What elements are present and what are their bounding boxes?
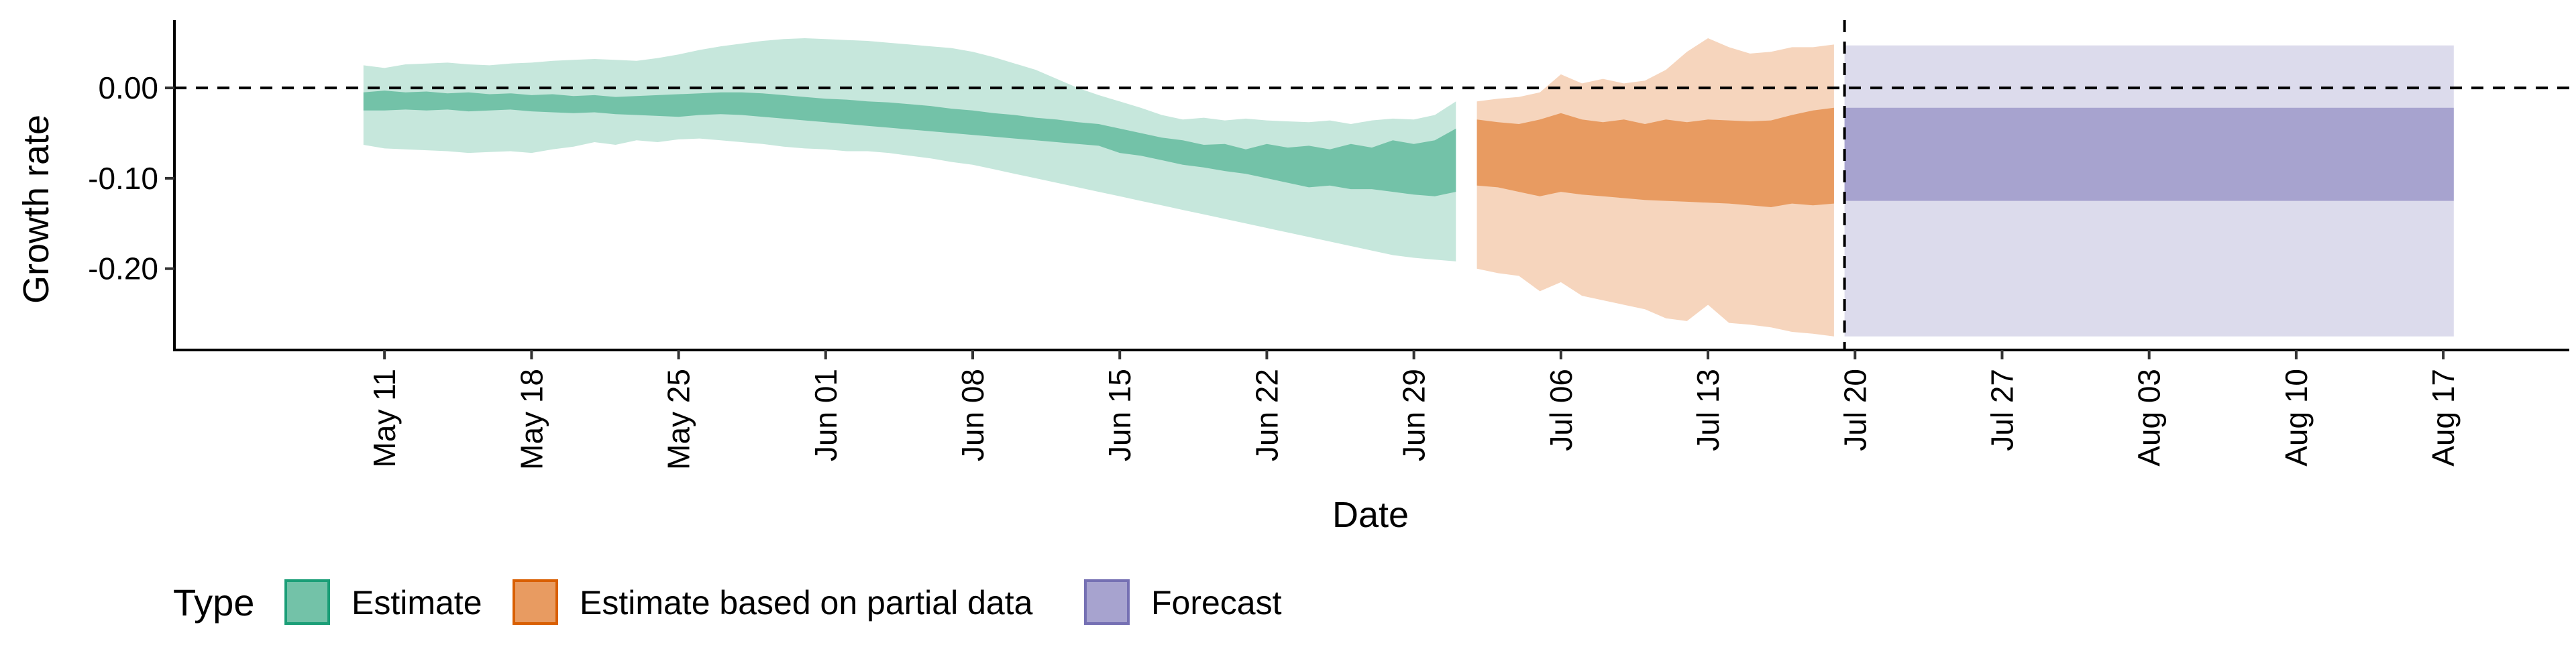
- legend-label-estimate: Estimate: [352, 584, 482, 622]
- legend-swatch-estimate: [284, 579, 330, 625]
- y-tick-label: -0.20: [88, 251, 158, 286]
- x-tick-label: May 18: [514, 369, 549, 470]
- estimate-based-on-partial-data-inner-band: [1477, 107, 1834, 207]
- bands-layer: [363, 38, 2454, 337]
- x-tick-label: May 11: [367, 369, 402, 467]
- x-tick-label: Jun 15: [1102, 369, 1137, 461]
- legend-title: Type: [173, 581, 254, 624]
- x-axis-title: Date: [1332, 495, 1409, 535]
- legend-items: Estimate Estimate based on partial data Fo…: [284, 579, 1282, 625]
- y-tick-label: -0.10: [88, 161, 158, 196]
- legend-label-estimate-based-on-partial-data: Estimate based on partial data: [580, 584, 1033, 622]
- x-tick-label: Jun 01: [808, 369, 843, 461]
- legend: Type Estimate Estimate based on partial d…: [173, 579, 1282, 625]
- legend-swatch-estimate-based-on-partial-data: [513, 579, 558, 625]
- x-tick-label: Aug 17: [2426, 369, 2461, 467]
- x-tick-label: Jun 22: [1249, 369, 1284, 461]
- x-tick-label: Jun 08: [955, 369, 990, 461]
- axes-layer: [173, 20, 2569, 351]
- x-tick-label: Aug 03: [2132, 369, 2167, 467]
- x-tick-label: Aug 10: [2279, 369, 2314, 467]
- x-tick-label: May 25: [661, 369, 696, 470]
- legend-label-forecast: Forecast: [1151, 584, 1282, 622]
- ticks-layer: 0.00 -0.10 -0.20 May 11 May 18 May 25 Jun 01 Ju…: [88, 70, 2461, 470]
- estimate-inner-band: [363, 91, 1456, 196]
- legend-swatch-forecast: [1084, 579, 1130, 625]
- estimate-outer-band: [363, 38, 1456, 261]
- forecast-inner-band: [1844, 107, 2454, 201]
- x-tick-label: Jul 13: [1690, 369, 1725, 451]
- y-axis-title: Growth rate: [16, 115, 56, 304]
- x-tick-label: Jul 06: [1544, 369, 1578, 451]
- x-tick-label: Jul 20: [1837, 369, 1872, 451]
- y-tick-label: 0.00: [98, 70, 158, 105]
- x-tick-label: Jul 27: [1985, 369, 2020, 451]
- x-tick-label: Jun 29: [1397, 369, 1432, 461]
